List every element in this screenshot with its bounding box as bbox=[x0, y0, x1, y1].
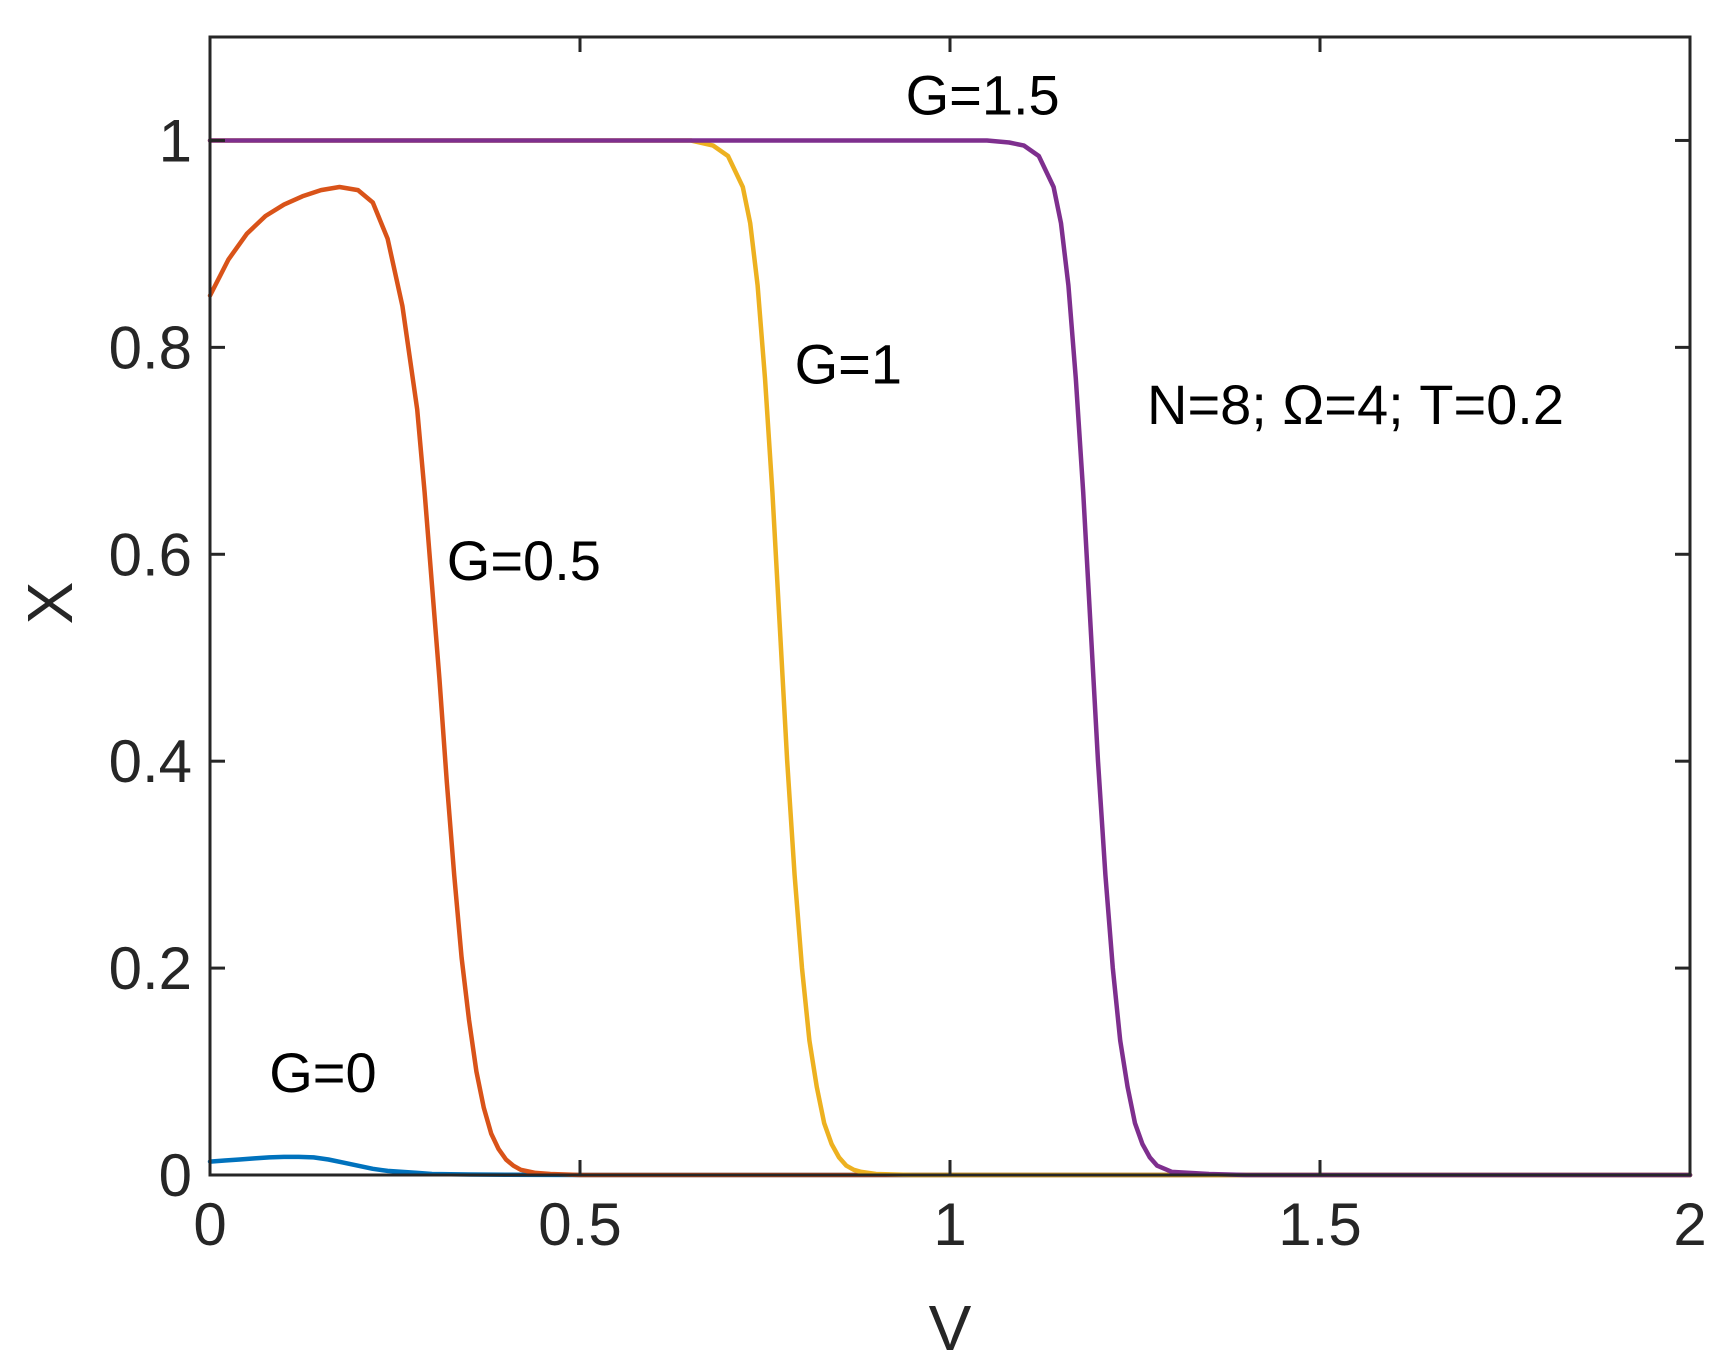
parameters-annotation: N=8; Ω=4; T=0.2 bbox=[1147, 373, 1564, 436]
series-label-2: G=1 bbox=[795, 333, 902, 396]
x-tick-label-2: 1 bbox=[933, 1191, 966, 1258]
plot-area: G=0 G=0.5 G=1 G=1.5 bbox=[207, 64, 1693, 1178]
series-label-0: G=0 bbox=[269, 1041, 376, 1104]
series-label-1: G=0.5 bbox=[447, 529, 601, 592]
y-tick-label-0: 0 bbox=[159, 1142, 192, 1209]
x-tick-label-1: 0.5 bbox=[538, 1191, 621, 1258]
x-axis-title: V bbox=[929, 1292, 972, 1364]
series-line-2 bbox=[207, 138, 1693, 1178]
x-tick-label-3: 1.5 bbox=[1278, 1191, 1361, 1258]
axes: 0 0.5 1 1.5 2 0 0.2 0.4 0.6 0.8 1 bbox=[109, 35, 1707, 1258]
y-tick-label-3: 0.6 bbox=[109, 521, 192, 588]
series-label-3: G=1.5 bbox=[906, 64, 1060, 127]
series-line-3 bbox=[207, 138, 1693, 1178]
y-axis-title: X bbox=[14, 582, 86, 625]
series-line-1 bbox=[207, 184, 1693, 1178]
y-tick-label-4: 0.8 bbox=[109, 314, 192, 381]
y-tick-label-5: 1 bbox=[159, 107, 192, 174]
x-tick-label-0: 0 bbox=[193, 1191, 226, 1258]
y-tick-label-2: 0.4 bbox=[109, 728, 192, 795]
y-tick-label-1: 0.2 bbox=[109, 935, 192, 1002]
x-tick-label-4: 2 bbox=[1673, 1191, 1706, 1258]
